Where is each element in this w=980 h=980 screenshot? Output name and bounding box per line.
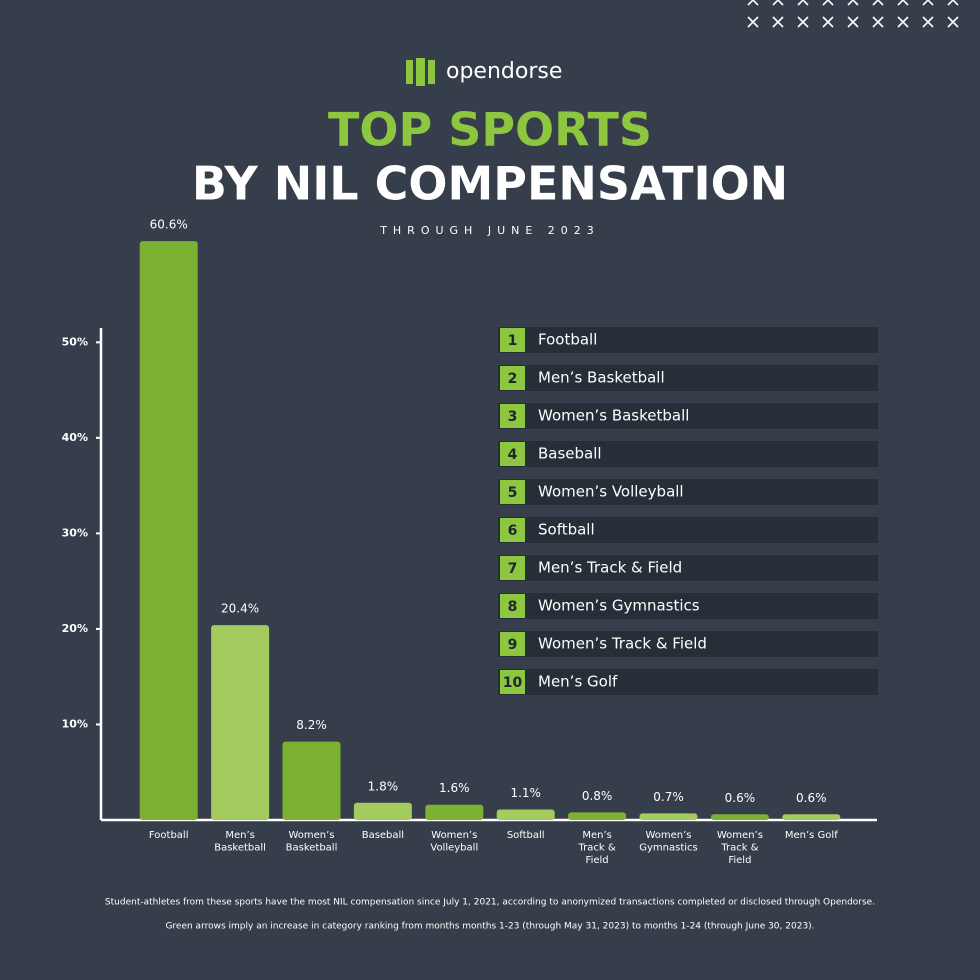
- rank-badge: [500, 594, 525, 618]
- footnote: Green arrows imply an increase in catego…: [165, 922, 814, 932]
- rank-row: [498, 441, 878, 467]
- value-label: 0.6%: [725, 791, 756, 805]
- bar: [425, 804, 484, 820]
- rank-badge: [500, 480, 525, 504]
- x-tick-label: Women’s Basketball: [286, 830, 338, 854]
- rank-row: [498, 669, 878, 695]
- value-label: 1.6%: [439, 781, 470, 795]
- rank-number: 4: [508, 447, 518, 463]
- rank-number: 7: [508, 561, 518, 577]
- rank-number: 9: [508, 637, 518, 653]
- rank-name: Men’s Basketball: [538, 369, 665, 387]
- value-label: 60.6%: [150, 218, 188, 232]
- value-label: 1.1%: [510, 786, 541, 800]
- y-tick-label: 40%: [62, 431, 88, 444]
- rank-name: Softball: [538, 521, 595, 539]
- rank-badge: [500, 670, 525, 694]
- rank-badge: [500, 366, 525, 390]
- logo: opendorse: [406, 58, 562, 86]
- bar: [710, 814, 769, 820]
- value-label: 0.8%: [582, 789, 613, 803]
- x-tick-label: Men’s Golf: [785, 830, 838, 841]
- x-tick-label: Football: [149, 830, 189, 841]
- y-tick-label: 20%: [62, 622, 88, 635]
- value-label: 8.2%: [296, 718, 327, 732]
- x-tick-label: Women’s Track & Field: [717, 830, 763, 866]
- x-tick-label: Men’s Basketball: [214, 830, 266, 854]
- rank-badge: [500, 442, 525, 466]
- x-tick-label: Softball: [507, 830, 545, 841]
- rank-badge: [500, 328, 525, 352]
- rank-name: Men’s Golf: [538, 673, 618, 691]
- x-tick-label: Baseball: [362, 830, 404, 841]
- value-label: 0.7%: [653, 790, 684, 804]
- title: TOP SPORTS: [328, 103, 652, 157]
- rank-name: Women’s Gymnastics: [538, 597, 700, 615]
- subtitle: THROUGH JUNE 2023: [379, 224, 600, 237]
- rank-row: [498, 517, 878, 543]
- rank-row: [498, 479, 878, 505]
- y-tick-label: 30%: [62, 526, 88, 539]
- rank-row: [498, 403, 878, 429]
- bar: [782, 814, 841, 820]
- rank-row: [498, 631, 878, 657]
- rank-name: Baseball: [538, 445, 602, 463]
- y-tick-label: 10%: [62, 717, 88, 730]
- value-label: 1.8%: [368, 779, 399, 793]
- y-tick-label: 50%: [62, 335, 88, 348]
- bar: [139, 241, 198, 820]
- rank-number: 1: [508, 333, 518, 349]
- rank-number: 5: [508, 485, 518, 501]
- rank-number: 6: [508, 523, 518, 539]
- value-label: 20.4%: [221, 602, 259, 616]
- rank-row: [498, 327, 878, 353]
- footnote: Student-athletes from these sports have …: [105, 898, 875, 908]
- rank-name: Women’s Basketball: [538, 407, 689, 425]
- rank-badge: [500, 556, 525, 580]
- bar: [282, 741, 341, 820]
- title-line2: BY NIL COMPENSATION: [192, 157, 788, 211]
- x-decoration: [747, 0, 959, 28]
- rank-row: [498, 365, 878, 391]
- rank-badge: [500, 632, 525, 656]
- rank-name: Men’s Track & Field: [538, 559, 682, 577]
- x-tick-label: Women’s Volleyball: [430, 830, 478, 854]
- rank-number: 10: [503, 675, 523, 691]
- bar: [568, 812, 627, 820]
- x-tick-label: Men’s Track & Field: [578, 830, 616, 866]
- rank-name: Women’s Track & Field: [538, 635, 707, 653]
- rank-name: Women’s Volleyball: [538, 483, 684, 501]
- rank-name: Football: [538, 331, 597, 349]
- rank-badge: [500, 404, 525, 428]
- bar: [496, 809, 555, 820]
- rank-row: [498, 593, 878, 619]
- rank-number: 8: [508, 599, 518, 615]
- rank-row: [498, 555, 878, 581]
- bar: [353, 802, 412, 820]
- logo-text: opendorse: [446, 59, 562, 84]
- rank-badge: [500, 518, 525, 542]
- x-tick-label: Women’s Gymnastics: [639, 830, 698, 854]
- value-label: 0.6%: [796, 791, 827, 805]
- rank-number: 2: [508, 371, 518, 387]
- rank-number: 3: [508, 409, 518, 425]
- bar: [211, 625, 270, 820]
- bar: [639, 813, 698, 820]
